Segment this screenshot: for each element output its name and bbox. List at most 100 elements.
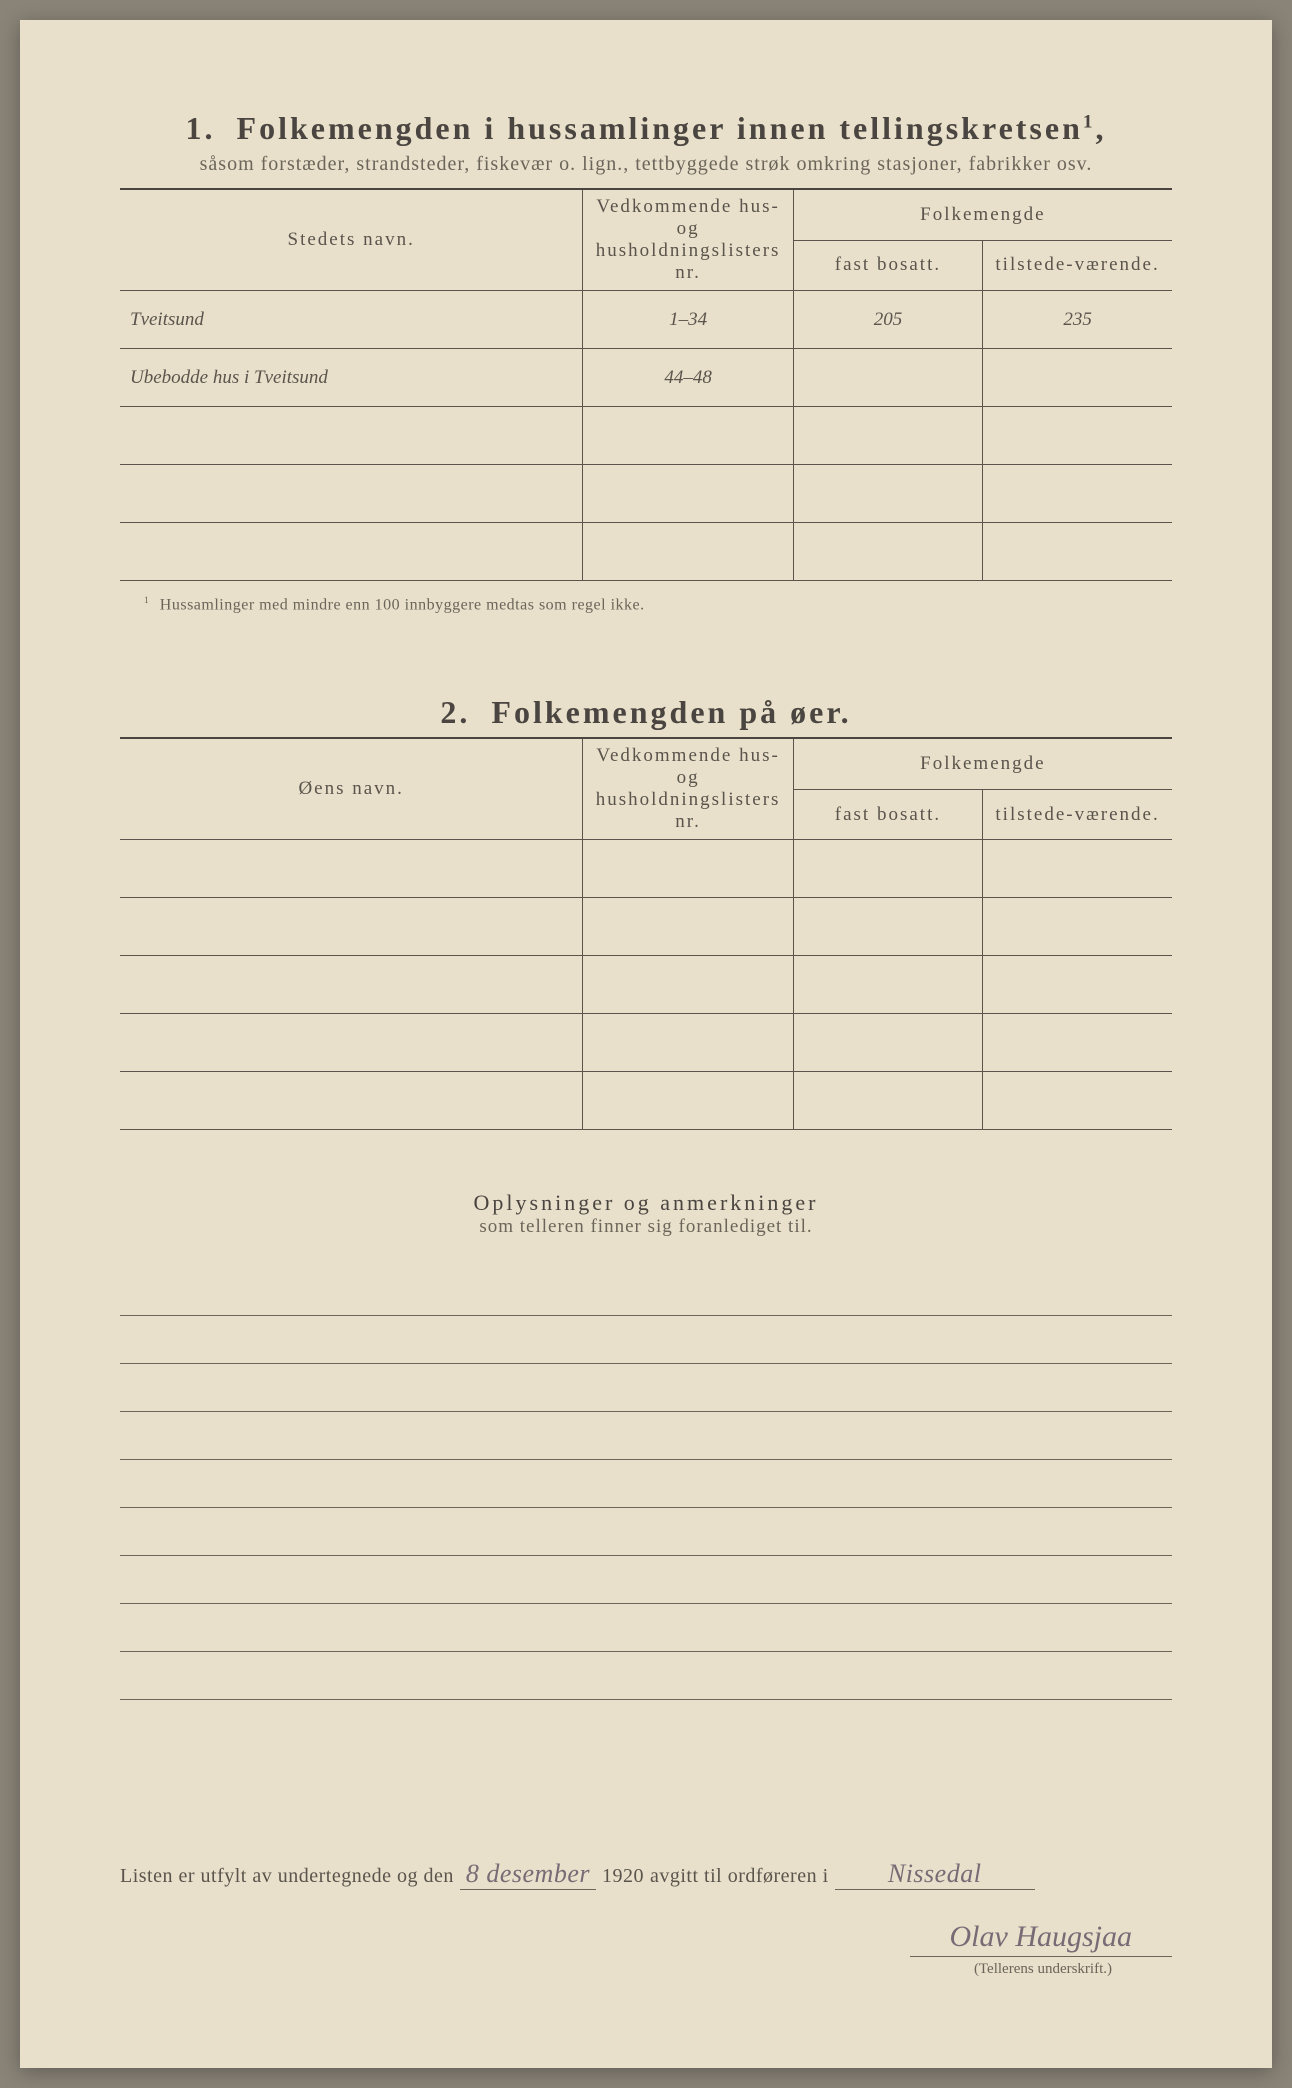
attest-date: 8 desember [460, 1859, 596, 1890]
th-oens-navn: Øens navn. [120, 738, 583, 840]
section1-title-sup: 1 [1083, 111, 1096, 132]
cell-fast [793, 523, 982, 581]
th-tilstede: tilstede-værende. [983, 240, 1172, 290]
cell-til: 235 [983, 291, 1172, 349]
cell-name [120, 1072, 583, 1130]
attest-year: 1920 [602, 1865, 644, 1888]
th-fast: fast bosatt. [793, 240, 982, 290]
section2-number: 2. [440, 694, 470, 730]
ruled-line [120, 1364, 1172, 1412]
cell-til [983, 1072, 1172, 1130]
signature-caption: (Tellerens underskrift.) [120, 1961, 1172, 1978]
cell-til [983, 956, 1172, 1014]
cell-fast [793, 840, 982, 898]
cell-fast [793, 1014, 982, 1072]
cell-lists [583, 407, 793, 465]
table-row [120, 523, 1172, 581]
attestation-line: Listen er utfylt av undertegnede og den … [120, 1859, 1172, 1890]
cell-name [120, 523, 583, 581]
cell-fast [793, 349, 982, 407]
ruled-line [120, 1652, 1172, 1700]
table-row: Tveitsund 1–34 205 235 [120, 291, 1172, 349]
cell-lists [583, 465, 793, 523]
section1-number: 1. [186, 110, 216, 146]
cell-lists [583, 956, 793, 1014]
cell-fast [793, 898, 982, 956]
table-row [120, 465, 1172, 523]
section-1: 1. Folkemengden i hussamlinger innen tel… [120, 110, 1172, 614]
oplysninger-block: Oplysninger og anmerkninger som telleren… [120, 1190, 1172, 1700]
section1-table: Stedets navn. Vedkommende hus- og hushol… [120, 188, 1172, 581]
attest-pre: Listen er utfylt av undertegnede og den [120, 1865, 454, 1888]
ruled-line [120, 1460, 1172, 1508]
footnote-text: Hussamlinger med mindre enn 100 innbygge… [160, 596, 645, 613]
cell-til [983, 465, 1172, 523]
census-form-page: 1. Folkemengden i hussamlinger innen tel… [20, 20, 1272, 2068]
table-row [120, 898, 1172, 956]
cell-til [983, 898, 1172, 956]
signature: Olav Haugsjaa [910, 1920, 1173, 1957]
cell-name [120, 1014, 583, 1072]
section-2: 2. Folkemengden på øer. Øens navn. Vedko… [120, 694, 1172, 1130]
cell-til [983, 840, 1172, 898]
attest-place: Nissedal [835, 1859, 1035, 1890]
ruled-line [120, 1412, 1172, 1460]
cell-name: Ubebodde hus i Tveitsund [120, 349, 583, 407]
th-lists2: Vedkommende hus- og husholdningslisters … [583, 738, 793, 840]
ruled-lines [120, 1268, 1172, 1700]
cell-name: Tveitsund [120, 291, 583, 349]
cell-fast [793, 465, 982, 523]
signature-block: Listen er utfylt av undertegnede og den … [120, 1859, 1172, 1978]
cell-lists: 44–48 [583, 349, 793, 407]
ruled-line [120, 1316, 1172, 1364]
ruled-line [120, 1508, 1172, 1556]
cell-name [120, 407, 583, 465]
section2-title-text: Folkemengden på øer. [491, 694, 851, 730]
th-folkemengde: Folkemengde [793, 189, 1172, 240]
section1-title-text: Folkemengden i hussamlinger innen tellin… [237, 110, 1083, 146]
table-row [120, 1014, 1172, 1072]
attest-mid: avgitt til ordføreren i [650, 1865, 829, 1888]
ruled-line [120, 1556, 1172, 1604]
table-row [120, 407, 1172, 465]
cell-til [983, 349, 1172, 407]
th-fast2: fast bosatt. [793, 789, 982, 839]
oplys-sub: som telleren finner sig foranlediget til… [120, 1216, 1172, 1238]
cell-fast [793, 407, 982, 465]
section2-title: 2. Folkemengden på øer. [120, 694, 1172, 731]
section1-tbody: Tveitsund 1–34 205 235 Ubebodde hus i Tv… [120, 291, 1172, 581]
cell-fast [793, 1072, 982, 1130]
footnote-marker: 1 [144, 595, 149, 606]
cell-lists: 1–34 [583, 291, 793, 349]
cell-name [120, 898, 583, 956]
cell-fast: 205 [793, 291, 982, 349]
cell-lists [583, 1072, 793, 1130]
th-folkemengde2: Folkemengde [793, 738, 1172, 789]
th-stedets-navn: Stedets navn. [120, 189, 583, 291]
section2-tbody [120, 840, 1172, 1130]
cell-til [983, 1014, 1172, 1072]
table-row [120, 956, 1172, 1014]
cell-fast [793, 956, 982, 1014]
cell-lists [583, 898, 793, 956]
cell-name [120, 840, 583, 898]
ruled-line [120, 1604, 1172, 1652]
cell-lists [583, 840, 793, 898]
table-row [120, 1072, 1172, 1130]
signature-row: Olav Haugsjaa [120, 1920, 1172, 1957]
th-tilstede2: tilstede-værende. [983, 789, 1172, 839]
ruled-line [120, 1268, 1172, 1316]
table-row: Ubebodde hus i Tveitsund 44–48 [120, 349, 1172, 407]
section1-subtitle: såsom forstæder, strandsteder, fiskevær … [120, 153, 1172, 176]
cell-lists [583, 1014, 793, 1072]
oplys-title: Oplysninger og anmerkninger [120, 1190, 1172, 1216]
table-row [120, 840, 1172, 898]
section1-footnote: 1 Hussamlinger med mindre enn 100 innbyg… [120, 595, 1172, 614]
cell-lists [583, 523, 793, 581]
cell-name [120, 465, 583, 523]
cell-til [983, 407, 1172, 465]
section2-table: Øens navn. Vedkommende hus- og husholdni… [120, 737, 1172, 1130]
section1-title: 1. Folkemengden i hussamlinger innen tel… [120, 110, 1172, 147]
cell-til [983, 523, 1172, 581]
cell-name [120, 956, 583, 1014]
